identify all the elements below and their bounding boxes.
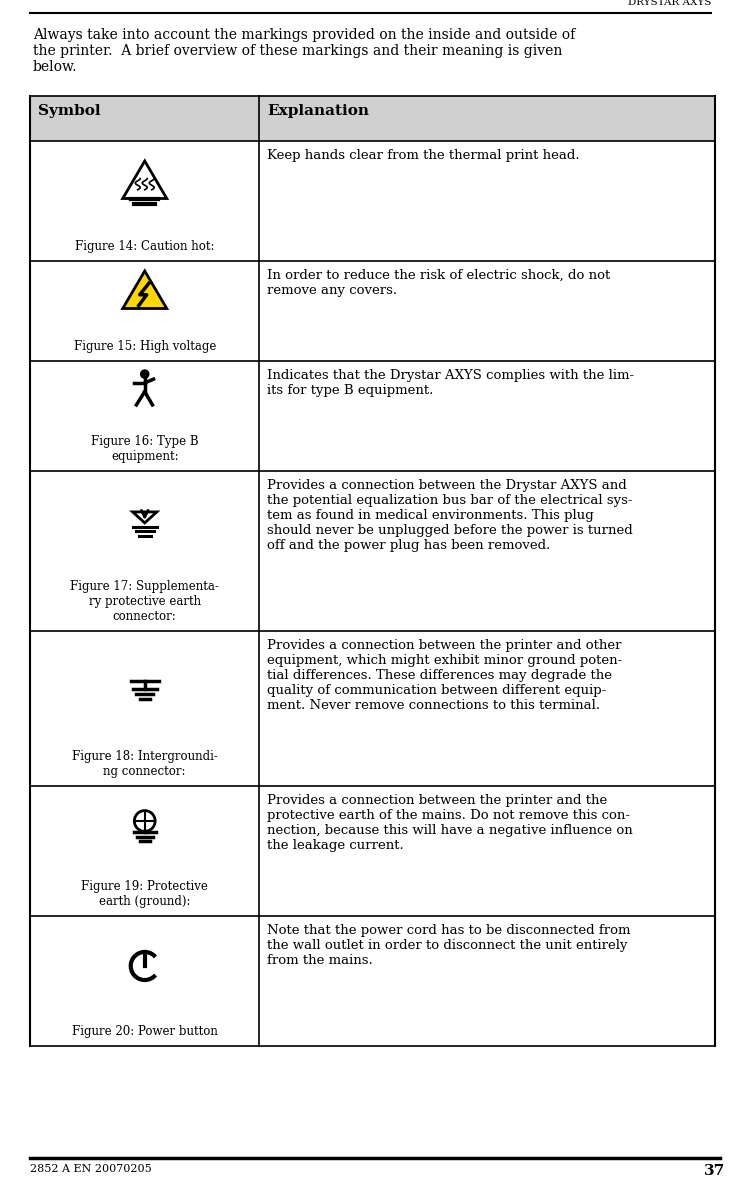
Text: Figure 18: Intergroundi-
ng connector:: Figure 18: Intergroundi- ng connector:: [72, 750, 218, 778]
Text: Figure 16: Type B
equipment:: Figure 16: Type B equipment:: [91, 435, 199, 463]
Text: DRYSTAR AXYS: DRYSTAR AXYS: [628, 0, 711, 7]
Polygon shape: [123, 270, 167, 308]
Text: Figure 15: High voltage: Figure 15: High voltage: [73, 340, 216, 353]
Text: 37: 37: [704, 1163, 725, 1178]
Text: Figure 19: Protective
earth (ground):: Figure 19: Protective earth (ground):: [82, 880, 208, 908]
Text: Note that the power cord has to be disconnected from
the wall outlet in order to: Note that the power cord has to be disco…: [268, 924, 631, 967]
Text: Figure 14: Caution hot:: Figure 14: Caution hot:: [75, 240, 214, 253]
Text: Figure 20: Power button: Figure 20: Power button: [72, 1025, 218, 1038]
Text: 2852 A EN 20070205: 2852 A EN 20070205: [30, 1163, 152, 1174]
Text: In order to reduce the risk of electric shock, do not
remove any covers.: In order to reduce the risk of electric …: [268, 269, 611, 296]
Text: Provides a connection between the printer and the
protective earth of the mains.: Provides a connection between the printe…: [268, 793, 634, 852]
Text: Explanation: Explanation: [268, 104, 370, 117]
Bar: [30, 96, 715, 141]
Text: Provides a connection between the printer and other
equipment, which might exhib: Provides a connection between the printe…: [268, 639, 622, 712]
Text: Keep hands clear from the thermal print head.: Keep hands clear from the thermal print …: [268, 149, 580, 162]
Text: Always take into account the markings provided on the inside and outside of
the : Always take into account the markings pr…: [33, 28, 575, 75]
Text: Figure 17: Supplementa-
ry protective earth
connector:: Figure 17: Supplementa- ry protective ea…: [70, 580, 219, 623]
Text: Symbol: Symbol: [38, 104, 101, 117]
Circle shape: [141, 370, 148, 378]
Text: Indicates that the Drystar AXYS complies with the lim-
its for type B equipment.: Indicates that the Drystar AXYS complies…: [268, 369, 634, 397]
Text: Provides a connection between the Drystar AXYS and
the potential equalization bu: Provides a connection between the Drysta…: [268, 479, 634, 551]
